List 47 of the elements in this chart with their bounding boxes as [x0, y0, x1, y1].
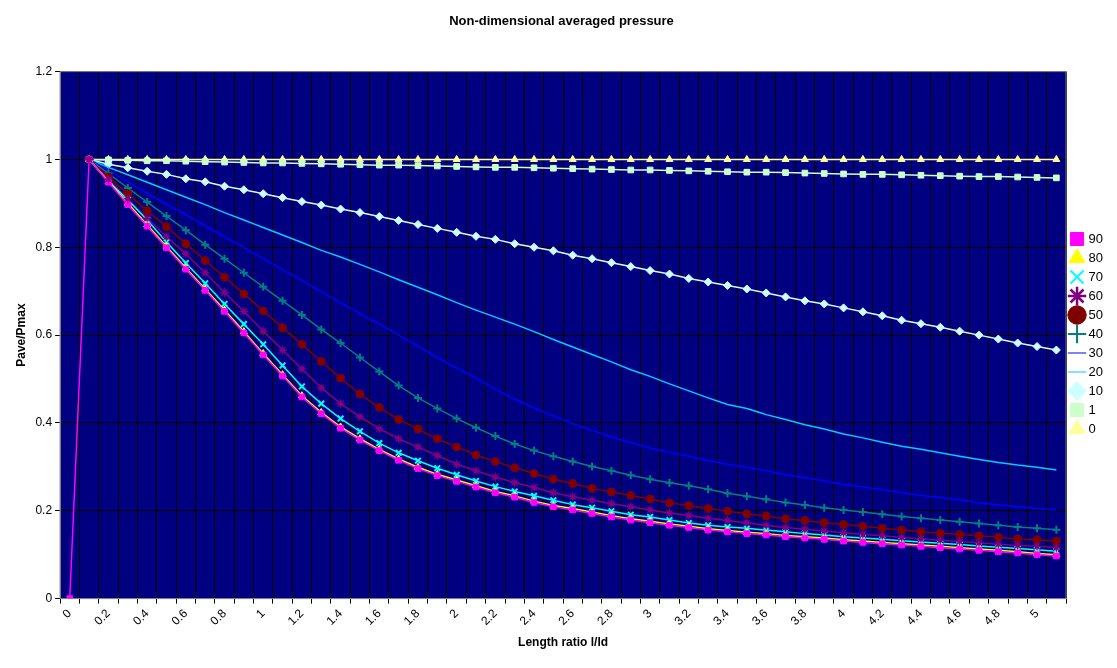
y-tick-label: 1.2 [35, 63, 53, 78]
legend-label: 50 [1088, 306, 1104, 322]
x-tick-label: 3.2 [671, 606, 694, 628]
x-tick-label: 1.4 [323, 606, 346, 628]
legend-label: 60 [1088, 287, 1104, 303]
legend-label: 90 [1088, 230, 1104, 246]
y-tick-label: 0.8 [35, 239, 53, 254]
legend-label: 80 [1088, 249, 1104, 265]
x-tick-label: 2.4 [516, 606, 539, 628]
x-tick-label: 4.8 [981, 606, 1004, 628]
x-tick-label: 5 [1026, 606, 1042, 621]
x-tick-label: 0.4 [129, 606, 152, 628]
x-tick-label: 0.2 [91, 606, 114, 628]
y-tick-label: 0.6 [35, 327, 53, 342]
x-tick-label: 3 [639, 606, 655, 621]
x-tick-label: 0 [59, 606, 75, 621]
y-axis-title: Pave/Pmax [13, 303, 28, 367]
x-tick-label: 4 [833, 606, 849, 621]
y-tick-label: 0 [45, 590, 53, 605]
x-tick-label: 3.8 [787, 606, 810, 628]
x-tick-label: 1.2 [284, 606, 307, 628]
legend-label: 10 [1088, 382, 1104, 398]
legend-label: 20 [1088, 363, 1104, 379]
legend-label: 0 [1088, 420, 1096, 436]
x-tick-label: 4.6 [942, 606, 965, 628]
x-tick-label: 3.4 [710, 606, 733, 628]
x-tick-label: 1.6 [362, 606, 384, 628]
x-tick-label: 0.8 [207, 606, 230, 628]
y-tick-label: 0.4 [35, 415, 53, 430]
y-tick-label: 1 [45, 151, 53, 166]
x-tick-label: 2 [446, 606, 462, 621]
x-tick-label: 2.2 [478, 606, 501, 628]
chart-title: Non-dimensional averaged pressure [449, 13, 674, 29]
legend-label: 70 [1088, 268, 1104, 284]
x-tick-label: 2.8 [594, 606, 617, 628]
legend-label: 40 [1088, 325, 1104, 341]
legend-label: 1 [1088, 401, 1096, 417]
x-tick-label: 3.6 [748, 606, 771, 628]
x-tick-label: 0.6 [168, 606, 191, 628]
x-tick-label: 1 [253, 606, 268, 621]
legend-label: 30 [1088, 344, 1104, 360]
x-tick-label: 4.4 [903, 606, 926, 628]
x-tick-label: 4.2 [865, 606, 887, 628]
x-tick-label: 2.6 [555, 606, 578, 628]
x-axis-title: Length ratio l/ld [518, 635, 609, 650]
x-tick-label: 1.8 [400, 606, 423, 628]
y-tick-label: 0.2 [35, 503, 53, 518]
